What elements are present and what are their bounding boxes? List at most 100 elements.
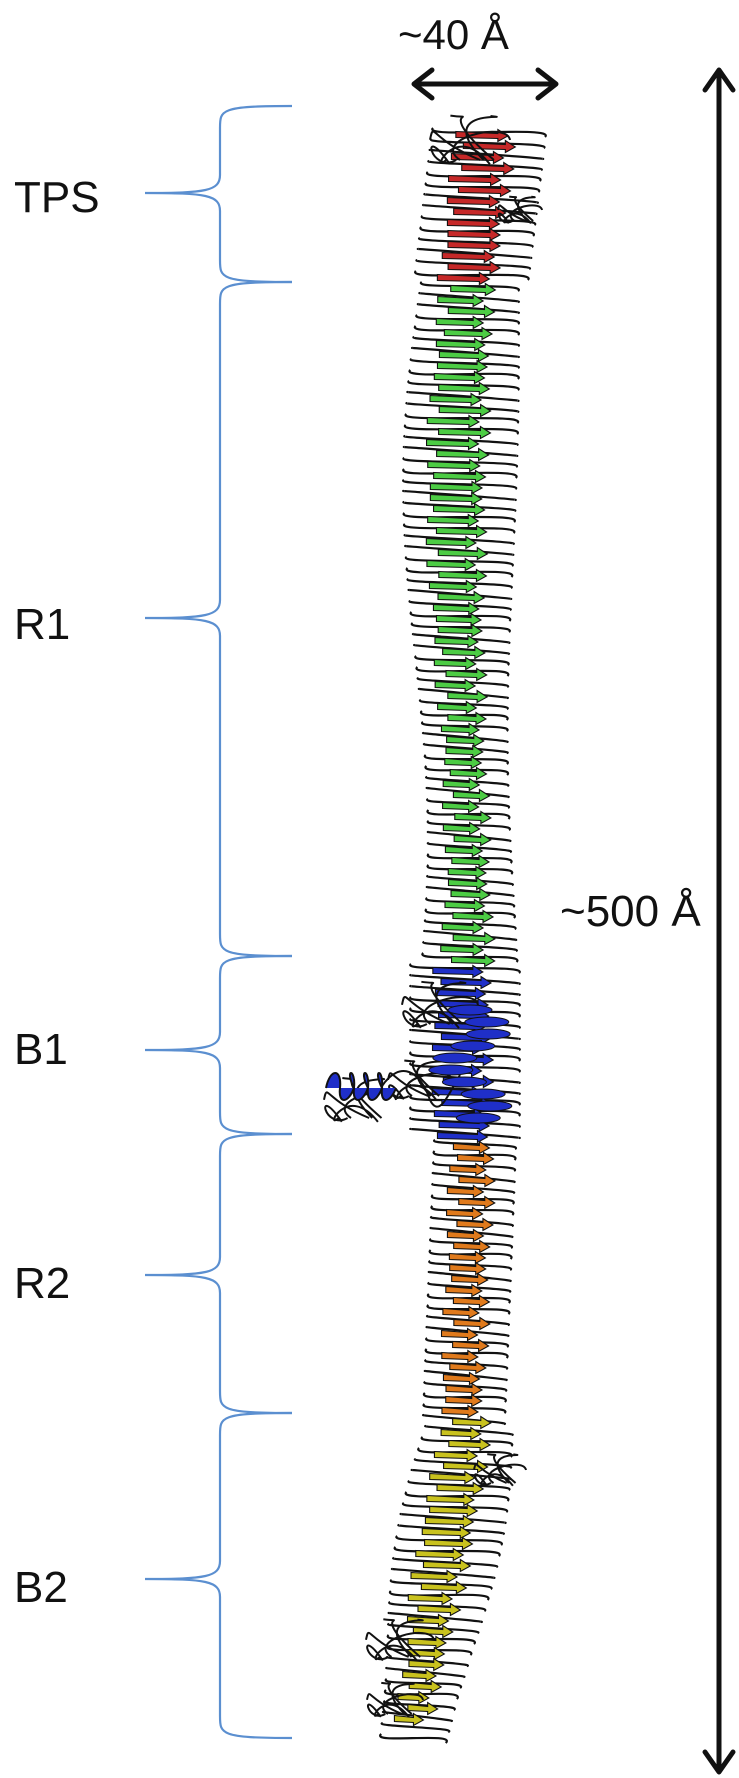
beta-strand: [444, 843, 484, 858]
beta-strand: [456, 1151, 495, 1166]
b1-strand: [432, 1052, 478, 1064]
beta-strand: [447, 260, 502, 275]
b1-helix: [325, 1072, 397, 1101]
loop-region: [366, 1681, 424, 1718]
beta-strand: [435, 612, 483, 627]
beta-strand: [437, 590, 486, 605]
beta-strand: [452, 1294, 491, 1309]
beta-strand: [433, 1448, 479, 1463]
brace-b1: [144, 954, 293, 1136]
b1-linker: [381, 1070, 461, 1108]
b1-strand: [447, 1004, 493, 1016]
beta-strand: [415, 1547, 465, 1562]
b1-strand: [464, 1016, 510, 1028]
protein-structure: [323, 114, 547, 1744]
region-label-r1: R1: [14, 600, 71, 649]
beta-strand: [447, 711, 488, 726]
beta-strand: [407, 1591, 454, 1606]
beta-strand: [444, 755, 483, 770]
beta-strand: [451, 1272, 489, 1287]
beta-strand: [435, 524, 488, 539]
beta-strand: [442, 821, 481, 836]
loop-region: [497, 195, 543, 224]
beta-strand: [446, 1184, 485, 1199]
beta-strand: [442, 645, 486, 660]
beta-strand: [447, 227, 502, 242]
beta-strand: [410, 1569, 459, 1584]
beta-strand: [448, 172, 502, 187]
b1-strand: [455, 1112, 501, 1124]
b1-strand: [450, 1040, 496, 1052]
b1-strand: [460, 1088, 506, 1100]
beta-strand: [453, 1239, 491, 1254]
brace-r1: [144, 280, 293, 958]
loop-region: [473, 1453, 527, 1487]
beta-strand: [449, 1261, 487, 1276]
beta-strand: [429, 1470, 476, 1485]
beta-strand: [452, 1140, 491, 1155]
beta-strand: [426, 1492, 475, 1507]
beta-strand: [447, 238, 502, 253]
beta-strand: [433, 370, 486, 385]
beta-strand: [447, 865, 487, 880]
loop-region: [429, 114, 511, 165]
region-label-r2: R2: [14, 1259, 71, 1308]
beta-strand: [447, 304, 496, 319]
beta-strand: [442, 1305, 480, 1320]
beta-strand: [425, 535, 477, 550]
beta-strand: [450, 887, 491, 902]
beta-strand: [438, 348, 490, 363]
beta-strand: [445, 1382, 484, 1397]
beta-strand: [433, 502, 486, 517]
brace-r2: [144, 1132, 293, 1415]
beta-strand: [438, 403, 492, 418]
b1-strand: [428, 1064, 474, 1076]
beta-strand: [453, 832, 492, 847]
beta-strand: [453, 205, 507, 220]
beta-strand: [442, 799, 480, 814]
beta-strand: [402, 1668, 438, 1683]
beta-strand: [447, 689, 489, 704]
beta-strand: [436, 1129, 489, 1144]
beta-strand: [448, 1437, 492, 1452]
b1-strand: [441, 1076, 487, 1088]
beta-strand: [424, 1536, 474, 1551]
beta-strand: [441, 1404, 480, 1419]
beta-strand: [437, 623, 483, 638]
beta-strand: [417, 1602, 462, 1617]
length-arrow-top-head: [702, 67, 736, 93]
beta-strand: [438, 568, 488, 583]
beta-strand: [438, 381, 491, 396]
b1-strand: [467, 1100, 513, 1112]
beta-strand: [422, 1558, 472, 1573]
beta-strand: [449, 1162, 487, 1177]
beta-strand: [446, 1228, 485, 1243]
beta-strand: [445, 744, 484, 759]
beta-strand: [457, 183, 512, 198]
beta-strand: [441, 1349, 479, 1364]
beta-strand: [446, 216, 501, 231]
beta-strand: [424, 1514, 475, 1529]
beta-strand: [427, 513, 480, 528]
beta-strand: [452, 788, 491, 803]
beta-strand: [448, 1250, 487, 1265]
dimension-arrows: [411, 67, 736, 1775]
loop-region: [401, 980, 479, 1029]
beta-strand: [450, 282, 497, 297]
beta-strand: [429, 480, 484, 495]
beta-strand: [406, 1613, 450, 1628]
beta-strand: [425, 436, 480, 451]
beta-strand: [444, 898, 486, 913]
beta-strand: [429, 491, 483, 506]
beta-strand: [451, 953, 496, 968]
beta-strand: [435, 337, 486, 352]
beta-strand: [434, 634, 479, 649]
beta-strand: [454, 810, 492, 825]
beta-strand: [449, 1360, 487, 1375]
beta-strand: [449, 766, 488, 781]
beta-strand: [452, 931, 496, 946]
beta-strand: [461, 161, 515, 176]
beta-strand: [428, 579, 478, 594]
loop-region: [365, 1618, 435, 1662]
